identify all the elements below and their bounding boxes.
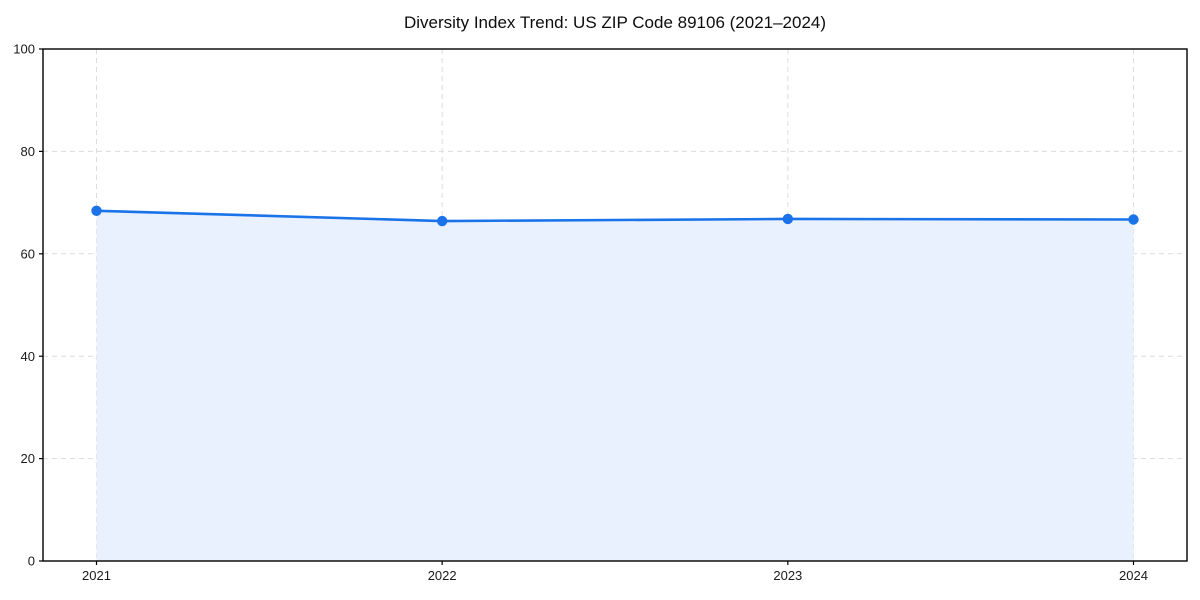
- trend-line: [95, 209, 1135, 223]
- x-tick-label-2024: 2024: [1119, 568, 1148, 583]
- y-tick-label-60: 60: [21, 246, 35, 261]
- y-tick-label-100: 100: [13, 42, 35, 57]
- chart-title: Diversity Index Trend: US ZIP Code 89106…: [403, 13, 827, 32]
- data-point-2024: [1128, 214, 1139, 225]
- data-point-2023: [782, 213, 794, 225]
- x-tick-label-2023: 2023: [773, 568, 802, 583]
- data-point-2022: [436, 215, 448, 227]
- x-tick-label-2022: 2022: [428, 568, 457, 583]
- x-tick-label-2021: 2021: [82, 568, 111, 583]
- data-point-2021: [91, 205, 102, 216]
- y-tick-label-0: 0: [28, 554, 35, 569]
- y-tick-label-80: 80: [21, 144, 35, 159]
- y-tick-label-40: 40: [21, 349, 35, 364]
- y-tick-label-20: 20: [21, 451, 35, 466]
- plot-border: [42, 48, 1188, 562]
- area-fill: [96, 210, 1134, 562]
